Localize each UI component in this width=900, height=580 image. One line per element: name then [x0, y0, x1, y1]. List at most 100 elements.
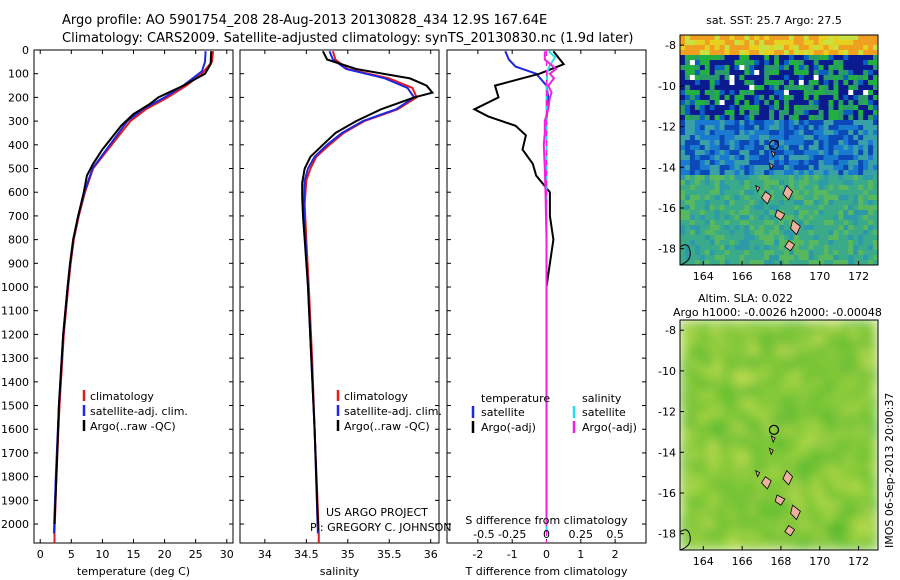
legend-header: salinity	[582, 392, 622, 405]
x-tick-label: 172	[848, 555, 869, 568]
legend-label: Argo(-adj)	[481, 421, 536, 434]
x-tick-label: 168	[770, 555, 791, 568]
island-shape	[770, 150, 776, 159]
x-tick-label-top: -0.25	[498, 528, 526, 541]
y-tick-label: -16	[658, 487, 676, 500]
x-axis-label: salinity	[320, 565, 360, 578]
x-tick-label: 164	[693, 555, 714, 568]
x-tick-label-top: 0.25	[569, 528, 594, 541]
island-shape	[782, 184, 794, 201]
island-shape	[790, 504, 801, 521]
island-shape	[755, 184, 761, 193]
panel-frame	[239, 49, 440, 544]
x-tick-label-top: -0.5	[473, 528, 494, 541]
island-shape	[770, 435, 776, 444]
island-shape	[784, 240, 796, 252]
x-tick-label: 0	[37, 548, 44, 561]
x-tick-label: 166	[732, 270, 753, 283]
x-tick-label: 170	[809, 270, 830, 283]
legend-label: satellite-adj. clim.	[344, 405, 442, 418]
y-tick-label: 1800	[1, 471, 29, 484]
sst-map-title: sat. SST: 25.7 Argo: 27.5	[706, 14, 842, 27]
legend-header: temperature	[481, 392, 550, 405]
y-tick-label: 700	[8, 210, 29, 223]
y-tick-label: 800	[8, 234, 29, 247]
sla-map-title-2: Argo h1000: -0.0026 h2000: -0.00048	[673, 306, 882, 319]
title-line-1: Argo profile: AO 5901754_208 28-Aug-2013…	[62, 13, 547, 28]
y-tick-label: -8	[665, 324, 676, 337]
y-tick-label: -18	[658, 243, 676, 256]
x-tick-label: 166	[732, 555, 753, 568]
legend-label: climatology	[344, 390, 408, 403]
y-tick-label: 600	[8, 186, 29, 199]
legend-label: satellite-adj. clim.	[90, 405, 188, 418]
x-tick-label: 36	[424, 548, 438, 561]
x-tick-label: 34.5	[294, 548, 319, 561]
y-tick-label: 2000	[1, 518, 29, 531]
y-tick-label: -10	[658, 365, 676, 378]
x-axis-label-top: S difference from climatology	[465, 514, 628, 527]
y-tick-label: 1100	[1, 305, 29, 318]
island-shape	[768, 447, 774, 456]
x-tick-label: 0	[543, 548, 550, 561]
y-tick-label: -14	[658, 161, 676, 174]
y-tick-label: 200	[8, 91, 29, 104]
sla-map-title-1: Altim. SLA: 0.022	[698, 292, 793, 305]
y-tick-label: -14	[658, 446, 676, 459]
island-shape	[790, 219, 801, 236]
island-shape	[755, 469, 761, 478]
x-tick-label: 35.5	[377, 548, 402, 561]
y-tick-label: -12	[658, 121, 676, 134]
island-shape	[774, 494, 786, 506]
island-shape	[768, 162, 774, 171]
float-marker	[768, 139, 780, 151]
y-tick-label: 900	[8, 257, 29, 270]
y-tick-label: -10	[658, 80, 676, 93]
series-line-argo-raw-qc-	[301, 50, 435, 525]
x-tick-label: 30	[220, 548, 234, 561]
y-tick-label: 1300	[1, 352, 29, 365]
panel-frame	[33, 49, 234, 544]
x-tick-label: 172	[848, 270, 869, 283]
x-tick-label: 1	[577, 548, 584, 561]
x-tick-label: 5	[68, 548, 75, 561]
x-tick-label: 35	[341, 548, 355, 561]
y-tick-label: 500	[8, 163, 29, 176]
island-shape	[782, 469, 794, 486]
legend-label: climatology	[90, 390, 154, 403]
legend-label: satellite	[481, 406, 525, 419]
island-shape	[784, 525, 796, 537]
footer-pi: PI: GREGORY C. JOHNSON	[310, 521, 451, 534]
y-tick-label: 1200	[1, 328, 29, 341]
y-tick-label: 1900	[1, 494, 29, 507]
y-tick-label: -18	[658, 528, 676, 541]
island-shape	[760, 476, 772, 490]
vertical-stamp: IMOS 06-Sep-2013 20:00:37	[883, 393, 896, 548]
y-tick-label: -8	[665, 39, 676, 52]
map-sla_map: 164 166 168 170 172 -8 -10 -12 -14 -16 -18	[658, 319, 879, 568]
panel-salinity: 34 34.5 35 35.5 36 salinity climatology satelli…	[239, 49, 442, 578]
coastline	[680, 529, 691, 550]
y-tick-label: 0	[22, 44, 29, 57]
y-tick-label: -16	[658, 202, 676, 215]
x-tick-label: 20	[158, 548, 172, 561]
y-tick-label: 400	[8, 139, 29, 152]
x-tick-label: -2	[472, 548, 483, 561]
y-tick-label: 1000	[1, 281, 29, 294]
x-tick-label: 34	[258, 548, 272, 561]
x-tick-label: -1	[507, 548, 518, 561]
x-tick-label: 2	[612, 548, 619, 561]
map-field	[680, 35, 878, 265]
footer-project: US ARGO PROJECT	[326, 506, 428, 519]
panel-temperature: 0100200300400500600700800900100011001200…	[1, 44, 234, 578]
y-tick-label: -12	[658, 406, 676, 419]
y-tick-label: 1600	[1, 423, 29, 436]
map-sst_map: 164 166 168 170 172 -8 -10 -12 -14 -16 -18	[658, 34, 879, 283]
x-tick-label-top: 0	[543, 528, 550, 541]
legend-label: Argo(-adj)	[582, 421, 637, 434]
x-tick-label: 168	[770, 270, 791, 283]
panel-difference: -2 -1 0 1 2 T difference from climatology -0.5…	[446, 49, 647, 578]
x-axis-label: temperature (deg C)	[77, 565, 190, 578]
island-shape	[774, 209, 786, 221]
map-frame	[679, 34, 879, 266]
